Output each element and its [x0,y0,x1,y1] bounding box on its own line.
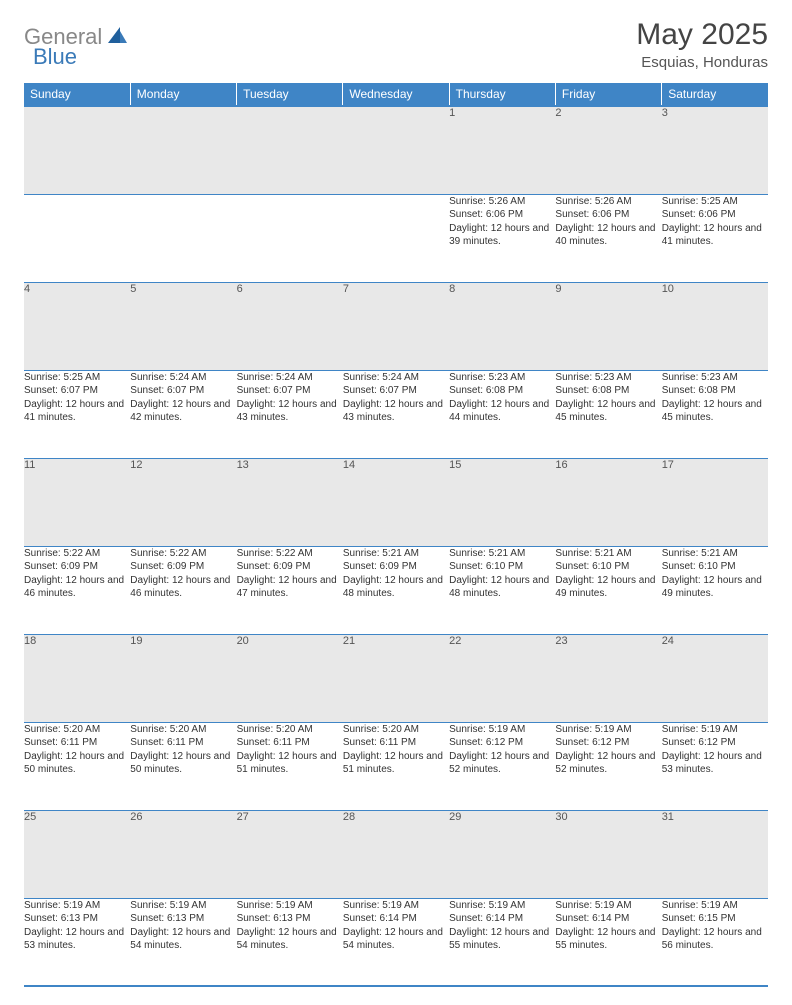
day-details-cell: Sunrise: 5:24 AMSunset: 6:07 PMDaylight:… [343,370,449,458]
day-number-cell: 7 [343,282,449,370]
title-block: May 2025 Esquias, Honduras [636,18,768,71]
day-number-cell: 4 [24,282,130,370]
day-number-cell: 23 [555,634,661,722]
day-details-cell: Sunrise: 5:25 AMSunset: 6:06 PMDaylight:… [662,194,768,282]
day-number-cell: 8 [449,282,555,370]
day-number-cell [24,106,130,194]
day-number-row: 123 [24,106,768,194]
day-details-cell [24,194,130,282]
day-details-cell: Sunrise: 5:19 AMSunset: 6:13 PMDaylight:… [24,898,130,986]
calendar-head: SundayMondayTuesdayWednesdayThursdayFrid… [24,83,768,106]
day-details-cell: Sunrise: 5:24 AMSunset: 6:07 PMDaylight:… [237,370,343,458]
logo-text-blue: Blue [33,44,77,69]
day-number-cell: 13 [237,458,343,546]
day-number-cell: 24 [662,634,768,722]
month-title: May 2025 [636,18,768,52]
day-details-cell: Sunrise: 5:19 AMSunset: 6:12 PMDaylight:… [449,722,555,810]
day-details-cell: Sunrise: 5:26 AMSunset: 6:06 PMDaylight:… [449,194,555,282]
day-details-cell: Sunrise: 5:20 AMSunset: 6:11 PMDaylight:… [343,722,449,810]
day-number-cell: 25 [24,810,130,898]
calendar-page: General May 2025 Esquias, Honduras Blue … [0,0,792,1005]
location-label: Esquias, Honduras [636,54,768,71]
day-number-cell [130,106,236,194]
day-number-cell: 30 [555,810,661,898]
weekday-row: SundayMondayTuesdayWednesdayThursdayFrid… [24,83,768,106]
day-number-cell: 3 [662,106,768,194]
day-number-cell: 16 [555,458,661,546]
day-details-cell: Sunrise: 5:23 AMSunset: 6:08 PMDaylight:… [555,370,661,458]
day-number-cell: 20 [237,634,343,722]
day-details-cell: Sunrise: 5:19 AMSunset: 6:14 PMDaylight:… [555,898,661,986]
day-details-row: Sunrise: 5:22 AMSunset: 6:09 PMDaylight:… [24,546,768,634]
day-details-cell: Sunrise: 5:22 AMSunset: 6:09 PMDaylight:… [237,546,343,634]
day-number-cell: 10 [662,282,768,370]
day-number-cell: 18 [24,634,130,722]
day-details-cell: Sunrise: 5:23 AMSunset: 6:08 PMDaylight:… [662,370,768,458]
calendar-body: 123 Sunrise: 5:26 AMSunset: 6:06 PMDayli… [24,106,768,986]
day-details-cell: Sunrise: 5:25 AMSunset: 6:07 PMDaylight:… [24,370,130,458]
day-number-cell: 21 [343,634,449,722]
day-details-cell: Sunrise: 5:19 AMSunset: 6:15 PMDaylight:… [662,898,768,986]
day-details-cell: Sunrise: 5:19 AMSunset: 6:14 PMDaylight:… [449,898,555,986]
day-number-cell: 27 [237,810,343,898]
day-number-row: 25262728293031 [24,810,768,898]
day-details-cell: Sunrise: 5:19 AMSunset: 6:12 PMDaylight:… [555,722,661,810]
day-details-cell: Sunrise: 5:21 AMSunset: 6:10 PMDaylight:… [449,546,555,634]
day-number-cell: 19 [130,634,236,722]
day-details-cell: Sunrise: 5:19 AMSunset: 6:14 PMDaylight:… [343,898,449,986]
day-number-cell: 14 [343,458,449,546]
day-details-cell: Sunrise: 5:22 AMSunset: 6:09 PMDaylight:… [130,546,236,634]
day-details-cell: Sunrise: 5:22 AMSunset: 6:09 PMDaylight:… [24,546,130,634]
day-details-cell: Sunrise: 5:20 AMSunset: 6:11 PMDaylight:… [130,722,236,810]
day-number-cell: 26 [130,810,236,898]
day-number-cell: 5 [130,282,236,370]
logo-sail-icon [106,25,128,50]
day-number-cell: 29 [449,810,555,898]
weekday-header: Thursday [449,83,555,106]
weekday-header: Saturday [662,83,768,106]
day-number-cell: 1 [449,106,555,194]
day-number-cell: 9 [555,282,661,370]
weekday-header: Sunday [24,83,130,106]
day-details-cell: Sunrise: 5:21 AMSunset: 6:09 PMDaylight:… [343,546,449,634]
day-number-cell: 22 [449,634,555,722]
calendar-table: SundayMondayTuesdayWednesdayThursdayFrid… [24,83,768,987]
day-number-cell: 17 [662,458,768,546]
day-number-cell [343,106,449,194]
day-number-row: 11121314151617 [24,458,768,546]
day-details-cell [130,194,236,282]
day-number-row: 18192021222324 [24,634,768,722]
weekday-header: Tuesday [237,83,343,106]
day-details-cell: Sunrise: 5:19 AMSunset: 6:13 PMDaylight:… [130,898,236,986]
weekday-header: Wednesday [343,83,449,106]
day-details-cell: Sunrise: 5:23 AMSunset: 6:08 PMDaylight:… [449,370,555,458]
day-number-cell [237,106,343,194]
day-details-cell: Sunrise: 5:24 AMSunset: 6:07 PMDaylight:… [130,370,236,458]
day-details-cell: Sunrise: 5:21 AMSunset: 6:10 PMDaylight:… [555,546,661,634]
day-details-cell: Sunrise: 5:21 AMSunset: 6:10 PMDaylight:… [662,546,768,634]
weekday-header: Monday [130,83,236,106]
day-details-cell: Sunrise: 5:19 AMSunset: 6:12 PMDaylight:… [662,722,768,810]
day-details-cell [343,194,449,282]
logo-blue-wrap: Blue [33,44,77,70]
weekday-header: Friday [555,83,661,106]
day-number-cell: 31 [662,810,768,898]
day-number-cell: 12 [130,458,236,546]
day-details-cell: Sunrise: 5:19 AMSunset: 6:13 PMDaylight:… [237,898,343,986]
day-number-row: 45678910 [24,282,768,370]
day-number-cell: 6 [237,282,343,370]
day-details-cell [237,194,343,282]
day-number-cell: 11 [24,458,130,546]
day-details-row: Sunrise: 5:25 AMSunset: 6:07 PMDaylight:… [24,370,768,458]
page-header: General May 2025 Esquias, Honduras [24,18,768,71]
day-details-row: Sunrise: 5:19 AMSunset: 6:13 PMDaylight:… [24,898,768,986]
day-number-cell: 28 [343,810,449,898]
day-details-cell: Sunrise: 5:26 AMSunset: 6:06 PMDaylight:… [555,194,661,282]
day-details-cell: Sunrise: 5:20 AMSunset: 6:11 PMDaylight:… [24,722,130,810]
day-number-cell: 2 [555,106,661,194]
day-details-cell: Sunrise: 5:20 AMSunset: 6:11 PMDaylight:… [237,722,343,810]
day-details-row: Sunrise: 5:20 AMSunset: 6:11 PMDaylight:… [24,722,768,810]
day-details-row: Sunrise: 5:26 AMSunset: 6:06 PMDaylight:… [24,194,768,282]
day-number-cell: 15 [449,458,555,546]
